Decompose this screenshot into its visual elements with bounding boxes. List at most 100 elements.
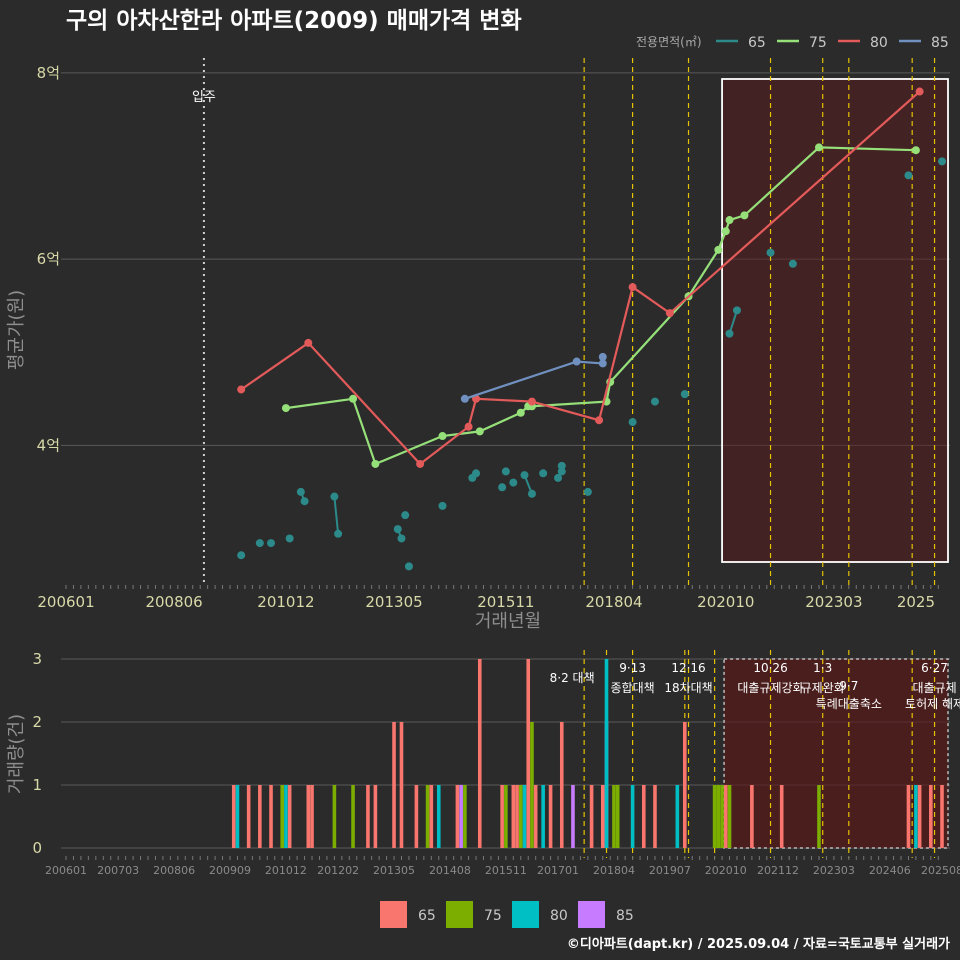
bar-65 <box>779 785 784 848</box>
legend-label-65: 65 <box>418 908 436 924</box>
bar-75 <box>351 785 355 848</box>
data-point-65 <box>557 467 566 476</box>
data-point-65 <box>255 539 264 548</box>
x-tick-label: 202303 <box>813 864 855 877</box>
data-point-75 <box>371 459 380 468</box>
data-point-65 <box>300 497 309 506</box>
policy-label: 1·3 <box>813 661 832 675</box>
bar-65 <box>392 722 396 848</box>
data-point-65 <box>285 534 294 543</box>
series-segment-65 <box>333 496 340 534</box>
bar-65 <box>414 785 419 848</box>
data-point-85 <box>598 359 607 368</box>
bar-80 <box>284 785 288 848</box>
x-tick-label: 202112 <box>757 864 799 877</box>
data-point-65 <box>557 461 566 470</box>
x-tick-label: 202406 <box>869 864 911 877</box>
policy-label: 특례대출축소 <box>816 697 882 711</box>
bar-75 <box>332 785 337 848</box>
bar-65 <box>477 659 482 848</box>
move-in-label: 입주 <box>192 90 216 105</box>
x-tick-label: 202010 <box>705 864 747 877</box>
legend-swatch-65 <box>380 901 407 928</box>
bar-65 <box>287 785 292 848</box>
policy-label: 8·2 대책 <box>550 670 595 685</box>
bar-75 <box>720 785 724 848</box>
data-point-65 <box>267 539 276 548</box>
data-point-65 <box>397 534 406 543</box>
policy-label: 규제완화 <box>801 681 845 695</box>
x-tick-label: 200703 <box>97 864 139 877</box>
data-point-65 <box>501 467 510 476</box>
legend-label-75: 75 <box>484 908 502 924</box>
bar-65 <box>750 785 754 848</box>
data-point-65 <box>296 487 305 496</box>
x-tick-label: 201408 <box>429 864 471 877</box>
x-axis-title: 거래년월 <box>475 611 541 632</box>
policy-label: 대출규제강화 <box>737 681 803 695</box>
data-point-65 <box>330 492 339 501</box>
data-point-65 <box>472 469 481 478</box>
x-tick-label: 202508 <box>921 864 960 877</box>
y-tick-label: 3 <box>32 650 42 668</box>
bar-65 <box>258 785 262 848</box>
policy-label: 18차대책 <box>664 680 712 695</box>
data-point-65 <box>404 562 413 571</box>
legend-label-85: 85 <box>931 35 949 51</box>
data-point-75 <box>349 394 358 403</box>
data-point-75 <box>725 216 734 225</box>
data-point-80 <box>527 397 536 406</box>
data-point-65 <box>509 478 518 487</box>
data-point-65 <box>438 501 447 510</box>
data-point-65 <box>680 390 689 399</box>
y-tick-label: 1 <box>32 776 42 794</box>
legend-swatch-80 <box>512 901 539 928</box>
data-point-75 <box>740 211 749 220</box>
bar-75 <box>712 785 717 848</box>
legend-label-80: 80 <box>550 908 568 924</box>
y-tick-label: 2 <box>32 713 42 731</box>
policy-label: 종합대책 <box>611 680 655 695</box>
x-tick-label: 201511 <box>477 593 534 611</box>
data-point-65 <box>539 469 548 478</box>
y-tick-label: 8억 <box>37 64 60 82</box>
bar-65 <box>526 659 531 848</box>
legend-top: 전용면적(㎡) 65 75 80 85 <box>636 35 949 51</box>
data-point-75 <box>281 404 290 413</box>
data-point-65 <box>583 487 592 496</box>
highlight-region <box>721 78 949 563</box>
data-point-80 <box>416 459 425 468</box>
policy-label: 대출규제 <box>912 681 956 695</box>
bar-65 <box>269 785 273 848</box>
bar-65 <box>723 785 728 848</box>
data-point-65 <box>401 511 410 520</box>
legend-title: 전용면적(㎡) <box>636 35 702 49</box>
bar-75 <box>817 785 821 848</box>
x-tick-label: 200601 <box>37 593 94 611</box>
data-point-65 <box>520 471 529 480</box>
data-point-65 <box>788 259 797 268</box>
policy-label: 10·26 <box>753 661 787 675</box>
data-point-85 <box>460 394 469 403</box>
bar-65 <box>231 785 236 848</box>
data-point-80 <box>628 283 637 292</box>
bar-65 <box>929 785 933 848</box>
bar-75 <box>504 785 508 848</box>
policy-label: 토허제 해제 <box>905 697 960 711</box>
x-tick-label: 2025 <box>897 593 935 611</box>
bar-65 <box>306 785 311 848</box>
policy-label: 6·27 <box>921 661 948 675</box>
bar-85 <box>459 785 463 848</box>
x-tick-label: 201012 <box>265 864 307 877</box>
bar-65 <box>511 785 516 848</box>
data-point-75 <box>911 146 920 155</box>
bar-75 <box>727 785 732 848</box>
x-tick-label: 201907 <box>649 864 691 877</box>
bar-85 <box>571 785 575 848</box>
x-tick-label: 201804 <box>585 593 642 611</box>
series-line-85 <box>464 356 604 400</box>
legend-label-85: 85 <box>616 908 634 924</box>
data-point-65 <box>628 418 637 427</box>
series-line-80 <box>240 90 921 466</box>
